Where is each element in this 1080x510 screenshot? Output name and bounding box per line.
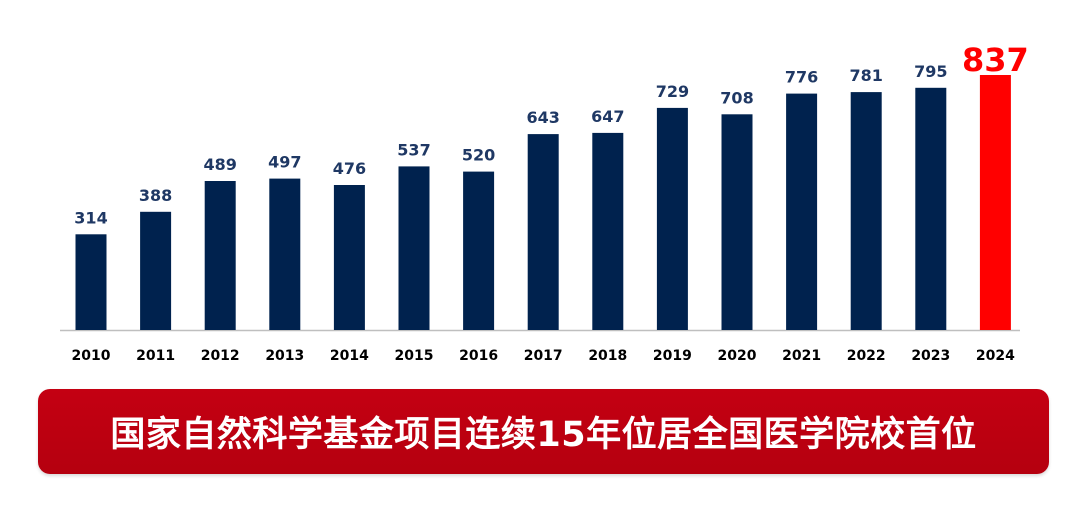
bar-2018 xyxy=(592,132,624,330)
bar-2019 xyxy=(656,107,688,331)
tick-label-group: 2010 2011 2012 2013 2014 2015 2016 2017 2018 2019… xyxy=(72,348,1016,364)
bar-2010 xyxy=(75,234,107,330)
tick-label-2011: 2011 xyxy=(136,348,175,364)
bar-2016 xyxy=(463,171,495,330)
bar-2020 xyxy=(721,114,753,330)
bar-2022 xyxy=(850,92,882,330)
value-label-2011: 388 xyxy=(139,186,172,205)
banner-text: 国家自然科学基金项目连续15年位居全国医学院校首位 xyxy=(110,415,977,455)
value-label-2023: 795 xyxy=(914,62,947,81)
tick-label-2014: 2014 xyxy=(330,348,369,364)
value-label-2018: 647 xyxy=(591,107,624,126)
tick-label-2022: 2022 xyxy=(847,348,886,364)
tick-label-2017: 2017 xyxy=(524,348,563,364)
value-label-2010: 314 xyxy=(74,208,107,227)
tick-label-2016: 2016 xyxy=(459,348,498,364)
bar-2021 xyxy=(786,93,818,330)
tick-label-2024: 2024 xyxy=(976,348,1015,364)
value-label-2019: 729 xyxy=(656,82,689,101)
tick-label-2023: 2023 xyxy=(911,348,950,364)
tick-label-2015: 2015 xyxy=(395,348,434,364)
tick-label-2010: 2010 xyxy=(72,348,111,364)
bar-group xyxy=(75,75,1011,331)
bar-2023 xyxy=(915,87,947,330)
tick-label-2018: 2018 xyxy=(588,348,627,364)
bar-chart: 314 388 489 497 476 537 520 643 647 729 708 776 781 7… xyxy=(60,41,1029,364)
bar-2011 xyxy=(140,211,172,330)
bar-2013 xyxy=(269,178,301,330)
bar-2024 xyxy=(979,75,1011,330)
value-label-2022: 781 xyxy=(849,66,882,85)
bar-2015 xyxy=(398,166,430,330)
bar-2017 xyxy=(527,134,559,330)
bar-2012 xyxy=(204,181,236,330)
value-label-2020: 708 xyxy=(720,88,753,107)
tick-label-2020: 2020 xyxy=(718,348,757,364)
value-label-2016: 520 xyxy=(462,146,495,165)
value-label-2015: 537 xyxy=(397,140,430,159)
value-label-2021: 776 xyxy=(785,68,818,87)
value-label-2024: 837 xyxy=(962,41,1029,79)
highlight-banner: 国家自然科学基金项目连续15年位居全国医学院校首位 xyxy=(38,389,1049,474)
value-label-2013: 497 xyxy=(268,153,301,172)
tick-label-2012: 2012 xyxy=(201,348,240,364)
tick-label-2013: 2013 xyxy=(265,348,304,364)
value-label-2012: 489 xyxy=(203,155,236,174)
bar-2014 xyxy=(333,185,365,330)
value-label-group: 314 388 489 497 476 537 520 643 647 729 708 776 781 7… xyxy=(74,41,1029,227)
value-label-2017: 643 xyxy=(526,108,559,127)
value-label-2014: 476 xyxy=(333,159,366,178)
tick-label-2021: 2021 xyxy=(782,348,821,364)
tick-label-2019: 2019 xyxy=(653,348,692,364)
